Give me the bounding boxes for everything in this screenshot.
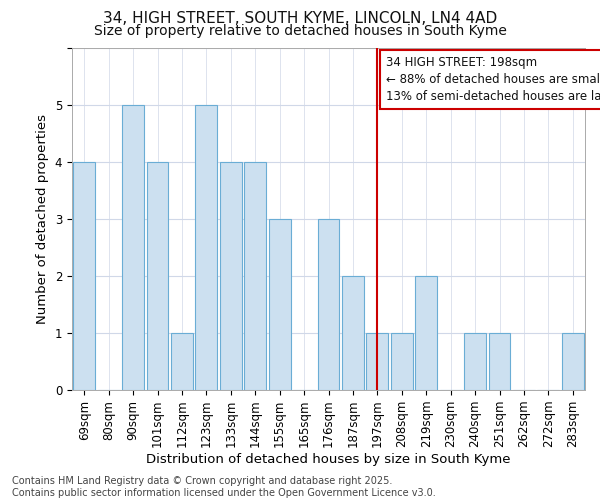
Bar	[562, 333, 584, 390]
Bar	[317, 219, 340, 390]
Bar	[220, 162, 242, 390]
X-axis label: Distribution of detached houses by size in South Kyme: Distribution of detached houses by size …	[146, 453, 511, 466]
Text: 34 HIGH STREET: 198sqm
← 88% of detached houses are smaller (35)
13% of semi-det: 34 HIGH STREET: 198sqm ← 88% of detached…	[386, 56, 600, 103]
Y-axis label: Number of detached properties: Number of detached properties	[36, 114, 49, 324]
Bar	[269, 219, 290, 390]
Text: Contains HM Land Registry data © Crown copyright and database right 2025.
Contai: Contains HM Land Registry data © Crown c…	[12, 476, 436, 498]
Bar	[146, 162, 169, 390]
Bar	[122, 104, 144, 390]
Bar	[488, 333, 511, 390]
Bar	[391, 333, 413, 390]
Bar	[196, 104, 217, 390]
Bar	[464, 333, 486, 390]
Text: 34, HIGH STREET, SOUTH KYME, LINCOLN, LN4 4AD: 34, HIGH STREET, SOUTH KYME, LINCOLN, LN…	[103, 11, 497, 26]
Bar	[415, 276, 437, 390]
Bar	[244, 162, 266, 390]
Bar	[342, 276, 364, 390]
Bar	[73, 162, 95, 390]
Bar	[367, 333, 388, 390]
Bar	[171, 333, 193, 390]
Text: Size of property relative to detached houses in South Kyme: Size of property relative to detached ho…	[94, 24, 506, 38]
